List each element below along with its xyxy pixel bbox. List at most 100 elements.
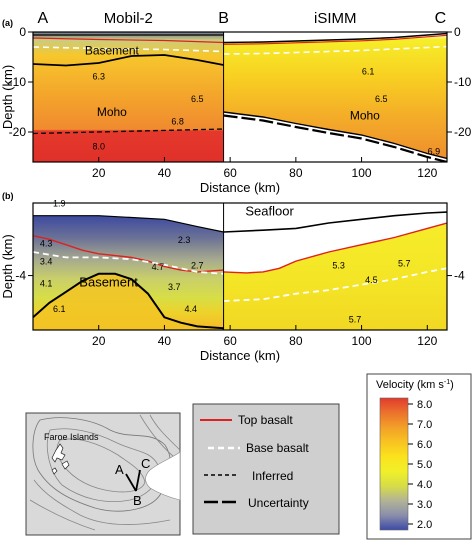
colorbar-title-main: Velocity (km s [376, 379, 444, 391]
colorbar-tick-label: 7.0 [417, 419, 432, 431]
panel-label: (a) [2, 18, 13, 28]
velocity-label: 6.3 [92, 72, 105, 82]
profile-name: Mobil-2 [104, 10, 153, 27]
velocity-label: 4.1 [40, 278, 53, 288]
y-axis-label: Depth (km) [0, 65, 15, 129]
panel-a: 20 40 60 80 100 120 0 0 -10 -10 -20 -20 Distance (km… [0, 10, 472, 195]
x-tick-label: 100 [352, 334, 372, 348]
velocity-label: 4.4 [184, 304, 197, 314]
colorbar-tick-label: 4.0 [417, 479, 432, 491]
profile-a-b [125, 473, 137, 492]
x-tick-label: 100 [352, 166, 372, 180]
faroe-island [51, 443, 66, 463]
colorbar-title-end: ) [450, 379, 454, 391]
colorbar-tick-label: 2.0 [417, 519, 432, 531]
legend-label-top-basalt: Top basalt [238, 413, 293, 427]
base-basalt-line-isimm [223, 45, 447, 55]
top-basalt-line-isimm [223, 222, 447, 274]
top-basalt-line-isimm [223, 34, 447, 45]
legend-label-inferred: Inferred [252, 469, 293, 483]
x-tick-label: 20 [92, 334, 106, 348]
velocity-label: 4.3 [40, 239, 53, 249]
velocity-label: 6.1 [53, 304, 66, 314]
top-basalt-line-a [33, 37, 224, 44]
map-point-a: A [115, 462, 124, 477]
y-tick-label: 0 [19, 25, 26, 39]
panel-b: 20 40 60 80 100 120 -4 -4 Distance (km) Depth (km… [0, 191, 465, 363]
x-axis-label: Distance (km) [200, 348, 280, 363]
velocity-label: 2.3 [178, 235, 191, 245]
map-point-b: B [133, 493, 142, 508]
velocity-colorbar: Velocity (km s-1) 8.0 7.0 6.0 5.0 4.0 3.0 2.0 [366, 373, 472, 540]
x-tick-label: 80 [289, 166, 303, 180]
velocity-field-isimm [223, 33, 447, 159]
profile-point-label: A [38, 10, 49, 27]
colorbar-title: Velocity (km s-1) [376, 379, 454, 391]
x-tick-label: 20 [92, 166, 106, 180]
location-map: Faroe Islands A C B [25, 412, 181, 536]
x-tick-label: 60 [223, 334, 237, 348]
velocity-label: 6.5 [191, 94, 204, 104]
profile-c-b [135, 469, 141, 492]
velocity-label: 5.3 [332, 260, 345, 270]
colorbar-tick-label: 5.0 [417, 459, 432, 471]
velocity-label: 6.1 [362, 67, 375, 77]
velocity-label: 5.7 [349, 315, 362, 325]
faroe-islands-label: Faroe Islands [44, 432, 99, 442]
x-tick-label: 120 [417, 334, 437, 348]
velocity-label: 2.7 [191, 260, 204, 270]
base-basalt-line-a [33, 46, 224, 53]
moho-label-isimm: Moho [350, 109, 380, 123]
basement-label: Basement [85, 44, 140, 58]
plot-frame [32, 31, 448, 163]
base-basalt-line-mobil [33, 251, 224, 275]
map-point-c: C [141, 456, 150, 471]
profile-point-label: C [435, 10, 447, 27]
y-tick-label-right: -10 [454, 75, 472, 89]
y-tick-label-right: -4 [454, 269, 465, 283]
plot-frame [32, 202, 448, 331]
y-tick-label: -20 [9, 125, 27, 139]
velocity-label: 4.7 [152, 262, 165, 272]
y-tick-label-right: -20 [454, 125, 472, 139]
seafloor-line-isimm [223, 32, 447, 44]
colorbar-tick-label: 3.0 [417, 499, 432, 511]
velocity-label: 6.5 [375, 94, 388, 104]
x-tick-label: 40 [158, 334, 172, 348]
basement-field [33, 273, 224, 330]
seafloor-line-isimm [223, 211, 447, 233]
basement-line [33, 54, 224, 67]
velocity-label: 1.9 [53, 199, 66, 209]
profile-name: iSIMM [314, 10, 357, 27]
base-basalt-line-isimm [223, 267, 447, 302]
panel-label: (b) [2, 191, 14, 201]
profile-point-label: B [218, 10, 229, 27]
moho-line-isimm [223, 111, 447, 160]
basement-label: Basement [79, 274, 138, 289]
y-axis-label: Depth (km) [0, 234, 15, 298]
moho-label-mobil: Moho [97, 105, 127, 119]
x-tick-label: 80 [289, 334, 303, 348]
velocity-label: 6.8 [171, 117, 184, 127]
velocity-field-isimm [223, 222, 447, 330]
x-tick-label: 60 [223, 166, 237, 180]
seafloor-line-mobil [33, 215, 224, 233]
velocity-label: 5.7 [398, 259, 411, 269]
colorbar-tick-label: 8.0 [417, 399, 432, 411]
x-axis-label: Distance (km) [200, 180, 280, 195]
velocity-label: 3.4 [40, 257, 53, 267]
colorbar-tick-label: 6.0 [417, 439, 432, 451]
top-basalt-line-mobil [33, 235, 224, 273]
faroe-island [51, 467, 58, 475]
seafloor-label: Seafloor [245, 204, 294, 219]
colorbar-title-sup: -1 [444, 379, 450, 386]
velocity-label: 8.0 [92, 142, 105, 152]
x-tick-label: 40 [158, 166, 172, 180]
colorbar-gradient [379, 397, 409, 531]
moho-uncertainty-line [223, 114, 447, 162]
panel-content [33, 32, 447, 162]
y-tick-label: -10 [9, 75, 27, 89]
legend-label-uncertainty: Uncertainty [248, 496, 309, 510]
velocity-label: 6.9 [428, 147, 441, 157]
